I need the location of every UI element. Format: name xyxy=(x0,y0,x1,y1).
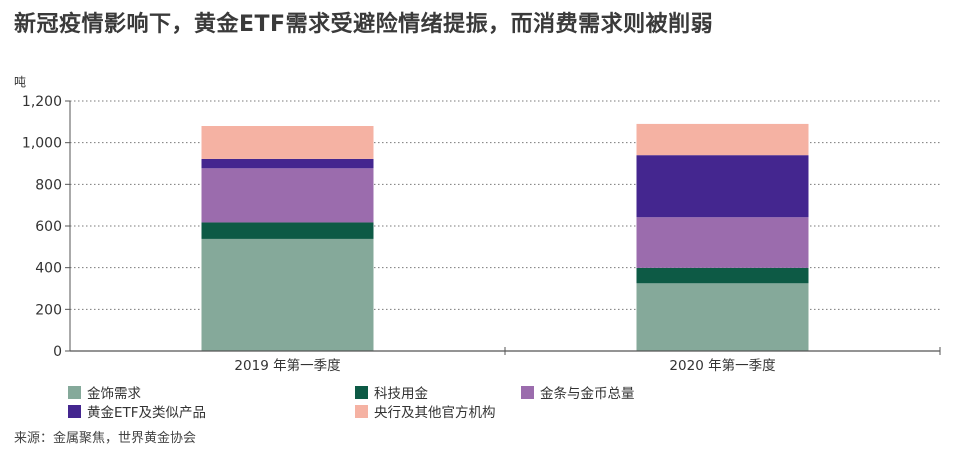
legend-item: 科技用金 xyxy=(355,382,428,402)
bar-segment xyxy=(201,126,374,159)
bar-segment xyxy=(636,283,809,351)
bar-segment xyxy=(636,155,809,218)
legend-swatch xyxy=(68,385,81,399)
y-tick-label: 1,000 xyxy=(22,136,62,152)
bar-segment xyxy=(201,168,374,223)
legend-swatch xyxy=(521,385,534,399)
legend-swatch xyxy=(355,404,368,418)
x-tick-label: 2020 年第一季度 xyxy=(669,357,775,374)
chart-title: 新冠疫情影响下，黄金ETF需求受避险情绪提振，而消费需求则被削弱 xyxy=(14,12,714,37)
legend-label: 金饰需求 xyxy=(87,386,141,402)
y-tick-label: 200 xyxy=(35,302,62,318)
legend-label: 金条与金币总量 xyxy=(540,386,635,402)
bar-segment xyxy=(201,238,374,351)
legend-item: 黄金ETF及类似产品 xyxy=(68,401,206,421)
y-tick-label: 800 xyxy=(35,177,62,193)
legend-swatch xyxy=(355,385,368,399)
bar-segment xyxy=(636,217,809,268)
legend-swatch xyxy=(68,404,81,418)
legend-item: 金饰需求 xyxy=(68,382,141,402)
bar-segment xyxy=(636,267,809,284)
source-note: 来源：金属聚焦，世界黄金协会 xyxy=(14,431,197,446)
legend-item: 金条与金币总量 xyxy=(521,382,635,402)
bar-segment xyxy=(636,123,809,156)
legend-item: 央行及其他官方机构 xyxy=(355,401,496,421)
y-tick-label: 400 xyxy=(35,261,62,277)
y-tick-label: 600 xyxy=(35,219,62,235)
bar-segment xyxy=(201,222,374,239)
y-tick-label: 1,200 xyxy=(22,94,62,110)
y-axis-unit-label: 吨 xyxy=(14,75,26,89)
legend-label: 科技用金 xyxy=(374,386,428,402)
y-tick-label: 0 xyxy=(53,344,62,360)
legend-label: 黄金ETF及类似产品 xyxy=(87,405,207,421)
bar-segment xyxy=(201,158,374,169)
legend-label: 央行及其他官方机构 xyxy=(374,405,496,421)
x-tick-label: 2019 年第一季度 xyxy=(234,357,340,374)
